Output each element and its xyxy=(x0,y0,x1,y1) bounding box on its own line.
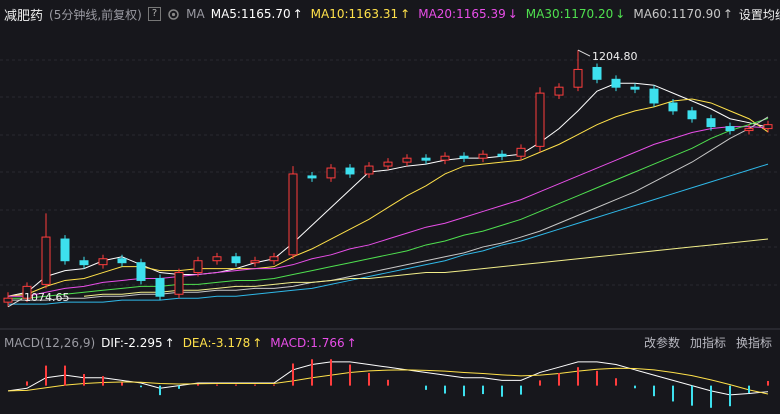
indicator-button[interactable]: 加指标 xyxy=(689,336,726,350)
legend-arrow: ↓ xyxy=(615,7,626,21)
legend-arrow: ↑ xyxy=(292,7,303,21)
candle-body xyxy=(41,236,51,285)
ma-line xyxy=(8,116,769,301)
legend-arrow: ↑ xyxy=(722,7,733,21)
macd-header: MACD(12,26,9) DIF:-2.295 ↑ DEA:-3.178 ↑ MACD… xyxy=(4,333,357,353)
legend-text: DIF:-2.295 xyxy=(101,336,163,350)
legend-item: MA60:1170.90 ↑ xyxy=(633,7,733,21)
max-label: 1204.80 xyxy=(592,50,638,63)
legend-item: DEA:-3.178 ↑ xyxy=(183,336,263,350)
candle-body xyxy=(402,157,412,163)
candle-body xyxy=(516,147,526,157)
ma-line xyxy=(8,126,769,297)
legend-item: MA20:1165.39 ↓ xyxy=(418,7,518,21)
candle-body xyxy=(725,126,735,132)
indicator-button[interactable]: 改参数 xyxy=(643,336,680,350)
indicator-buttons: 改参数 加指标 换指标 xyxy=(644,334,772,351)
ma-legend: MA5:1165.70 ↑ MA10:1163.31 ↑ MA20:1165.39 ↓ MA… xyxy=(211,7,733,21)
legend-item: MACD:1.766 ↑ xyxy=(270,336,356,350)
legend-arrow: ↑ xyxy=(346,336,357,350)
candle-body xyxy=(3,297,13,303)
background-grid xyxy=(0,59,780,286)
candle-body xyxy=(326,167,336,179)
candle-body xyxy=(117,258,127,264)
indicator-button[interactable]: 换指标 xyxy=(735,336,772,350)
max-pointer xyxy=(577,49,591,57)
ma-settings[interactable]: 设置均线 xyxy=(738,7,780,22)
candle-body xyxy=(136,262,146,281)
candle-body xyxy=(98,258,108,266)
candle-body xyxy=(744,128,754,132)
candle-body xyxy=(611,78,621,88)
candle-body xyxy=(364,165,374,175)
legend-item: DIF:-2.295 ↑ xyxy=(101,336,175,350)
ma-line xyxy=(8,163,769,305)
help-button[interactable]: ? xyxy=(147,7,162,21)
candle-body xyxy=(288,173,298,256)
candle-body xyxy=(554,86,564,96)
legend-text: MA20:1165.39 xyxy=(418,7,506,21)
candle-body xyxy=(706,118,716,128)
candle-body xyxy=(231,256,241,264)
candle-body xyxy=(22,285,32,299)
legend-arrow: ↓ xyxy=(507,7,518,21)
candle-body xyxy=(573,68,583,88)
legend-item: MA10:1163.31 ↑ xyxy=(311,7,411,21)
candle-body xyxy=(478,153,488,159)
candle-body xyxy=(79,260,89,266)
legend-text: MA5:1165.70 xyxy=(210,7,291,21)
ma-line xyxy=(8,117,769,299)
period: (5分钟线,前复权) xyxy=(49,7,142,22)
candle-body xyxy=(421,157,431,161)
legend-text: MACD:1.766 xyxy=(270,336,345,350)
ma-label: MA xyxy=(186,7,205,21)
candle-body xyxy=(174,272,184,295)
ma-line xyxy=(83,238,769,297)
candle-body xyxy=(630,86,640,90)
min-pointer xyxy=(7,298,23,308)
stock-name: 减肥药 xyxy=(4,8,44,24)
candle-body xyxy=(535,92,545,147)
candle-body xyxy=(345,167,355,175)
candle-body xyxy=(212,256,222,262)
candle-body xyxy=(687,110,697,120)
candle-body xyxy=(668,102,678,112)
candle-body xyxy=(497,153,507,157)
ma-line xyxy=(7,82,769,297)
candle-body xyxy=(763,124,773,130)
candle-body xyxy=(592,66,602,80)
candle-body xyxy=(155,277,165,297)
legend-arrow: ↑ xyxy=(164,336,175,350)
macd-legend: DIF:-2.295 ↑ DEA:-3.178 ↑ MACD:1.766 ↑ xyxy=(101,336,357,350)
ma-line xyxy=(7,98,769,297)
candle-body xyxy=(307,175,317,179)
legend-text: MA30:1170.20 xyxy=(525,7,614,21)
candle-body xyxy=(459,155,469,159)
settings-icon[interactable] xyxy=(167,8,180,21)
header-row: 减肥药 (5分钟线,前复权) ? MA MA5:1165.70 ↑ MA10:116… xyxy=(4,4,780,24)
legend-arrow: ↑ xyxy=(252,336,263,350)
candle-body xyxy=(193,260,203,274)
legend-arrow: ↑ xyxy=(400,7,411,21)
legend-text: DEA:-3.178 xyxy=(182,336,251,350)
legend-item: MA30:1170.20 ↓ xyxy=(526,7,626,21)
min-label: 1074.65 xyxy=(24,291,70,304)
macd-line xyxy=(7,367,769,395)
legend-text: MA10:1163.31 xyxy=(310,7,399,21)
candle-body xyxy=(383,161,393,167)
candle-body xyxy=(440,155,450,161)
candle-body xyxy=(649,88,659,104)
legend-item: MA5:1165.70 ↑ xyxy=(211,7,303,21)
candle-body xyxy=(269,256,279,262)
legend-text: MA60:1170.90 xyxy=(633,7,721,21)
macd-title: MACD(12,26,9) xyxy=(4,336,96,350)
candle-body xyxy=(60,238,70,262)
candle-body xyxy=(250,260,260,264)
